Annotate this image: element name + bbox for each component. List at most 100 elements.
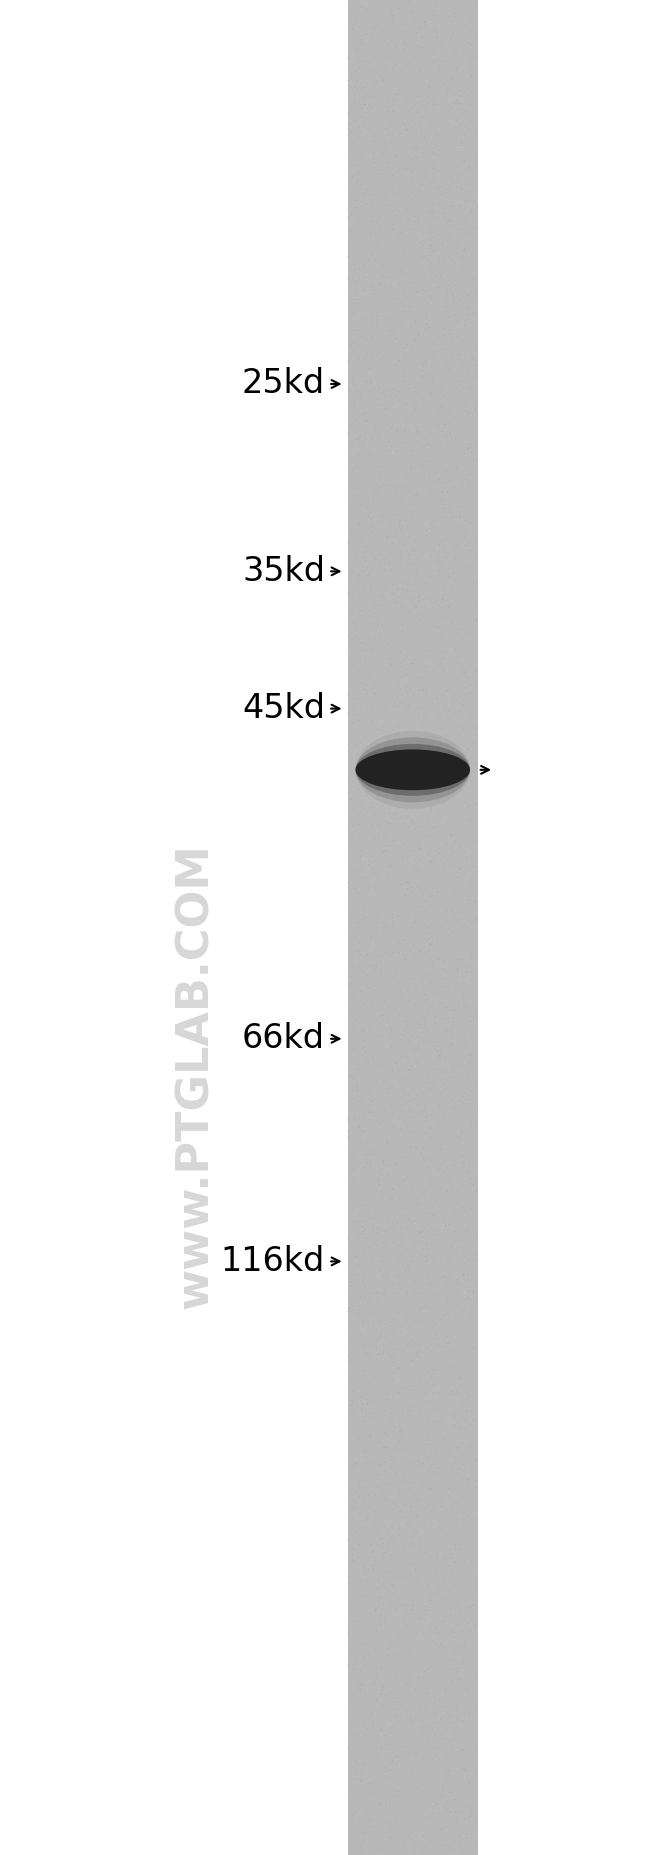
Point [382, 1744, 392, 1773]
Point [426, 1718, 437, 1747]
Point [456, 1679, 466, 1708]
Point [356, 1187, 367, 1217]
Point [345, 1723, 356, 1753]
Point [463, 1005, 474, 1035]
Point [366, 1619, 376, 1649]
Point [439, 668, 449, 697]
Point [343, 484, 353, 514]
Point [393, 1464, 404, 1493]
Point [439, 623, 450, 653]
Point [403, 1161, 413, 1191]
Point [394, 825, 404, 855]
Point [417, 1657, 428, 1686]
Point [421, 642, 432, 672]
Point [354, 128, 365, 158]
Point [359, 1551, 370, 1580]
Point [428, 1432, 439, 1462]
Point [374, 1401, 384, 1430]
Point [464, 753, 474, 783]
Point [361, 1729, 372, 1759]
Point [345, 46, 356, 76]
Point [410, 1530, 420, 1560]
Point [350, 903, 361, 933]
Point [380, 551, 391, 581]
Point [424, 939, 434, 968]
Point [450, 1282, 460, 1311]
Point [469, 1747, 480, 1777]
Point [459, 1241, 469, 1271]
Point [420, 193, 430, 223]
Point [414, 1130, 424, 1159]
Point [431, 1208, 441, 1237]
Point [462, 503, 473, 532]
Point [413, 1638, 423, 1668]
Point [351, 1373, 361, 1402]
Point [366, 890, 376, 920]
Point [466, 1475, 476, 1504]
Point [381, 568, 391, 597]
Point [389, 592, 400, 621]
Point [346, 1284, 357, 1313]
Point [386, 1649, 396, 1679]
Point [424, 751, 434, 781]
Point [361, 1306, 372, 1336]
Point [354, 965, 364, 994]
Point [450, 195, 461, 224]
Point [390, 106, 400, 135]
Point [422, 1759, 433, 1788]
Point [400, 1625, 411, 1655]
Point [362, 1547, 372, 1577]
Point [395, 796, 406, 825]
Point [456, 870, 467, 900]
Point [426, 1339, 436, 1369]
Point [385, 1465, 395, 1495]
Point [409, 165, 419, 195]
Point [410, 367, 421, 397]
Point [380, 393, 391, 423]
Point [380, 538, 391, 568]
Point [436, 484, 446, 514]
Point [429, 625, 439, 655]
Point [368, 584, 378, 614]
Point [449, 1712, 460, 1742]
Point [452, 1447, 463, 1477]
Point [432, 1655, 442, 1684]
Point [454, 369, 464, 399]
Point [375, 575, 385, 605]
Point [471, 1358, 482, 1388]
Point [365, 1601, 375, 1631]
Point [351, 703, 361, 733]
Point [430, 1671, 440, 1701]
Point [348, 24, 358, 54]
Ellipse shape [356, 744, 470, 796]
Point [442, 1809, 452, 1838]
Point [428, 1380, 438, 1410]
Point [411, 434, 422, 464]
Point [469, 308, 480, 338]
Point [446, 547, 456, 577]
Point [369, 870, 380, 900]
Point [396, 1731, 406, 1760]
Point [362, 1508, 372, 1538]
Point [398, 1809, 408, 1838]
Point [379, 371, 389, 401]
Point [393, 328, 404, 358]
Point [434, 933, 444, 963]
Point [442, 365, 452, 395]
Point [424, 1534, 434, 1564]
Point [415, 306, 425, 336]
Point [450, 729, 461, 759]
Point [435, 1261, 445, 1291]
Point [344, 1276, 355, 1306]
Point [382, 935, 392, 965]
Point [434, 1115, 444, 1145]
Point [350, 1222, 360, 1252]
Point [438, 132, 448, 161]
Point [460, 991, 471, 1020]
Point [411, 421, 422, 451]
Point [439, 1762, 449, 1792]
Point [448, 1547, 459, 1577]
Point [459, 876, 469, 905]
Point [428, 582, 438, 612]
Point [419, 707, 430, 736]
